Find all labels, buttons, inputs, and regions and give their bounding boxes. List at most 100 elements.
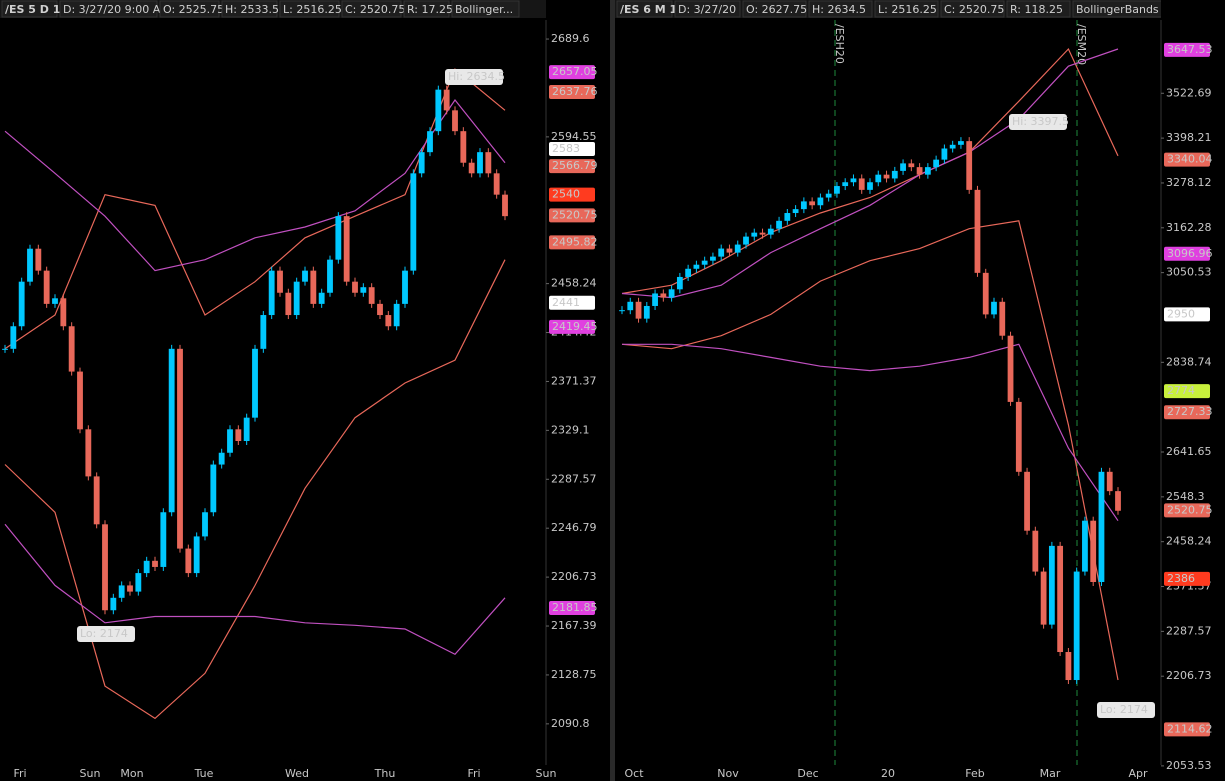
candle: [93, 476, 100, 525]
x-tick-label: Sun: [80, 767, 101, 780]
price-badge-label: 3096.96: [1167, 247, 1213, 260]
candle: [243, 417, 250, 442]
y-tick-label: 3050.53: [1166, 266, 1212, 279]
candle: [293, 281, 300, 316]
callout-lo-label: Lo: 2174: [1100, 703, 1148, 716]
candle: [834, 186, 840, 194]
candle: [726, 248, 733, 253]
y-tick-label: 2167.39: [551, 619, 597, 632]
header-cell: [403, 0, 450, 18]
y-tick-label: 3278.12: [1166, 176, 1212, 189]
price-badge-label: 2540: [552, 188, 580, 201]
candle: [908, 163, 915, 168]
header-cell: [674, 0, 741, 18]
panel-divider: [609, 0, 615, 781]
candle: [335, 216, 342, 260]
candle: [427, 131, 433, 153]
header-cell: [279, 0, 340, 18]
x-tick-label: Apr: [1128, 767, 1148, 780]
candle: [493, 173, 500, 195]
candle: [268, 270, 275, 316]
price-badge: [1164, 405, 1210, 420]
candle: [693, 264, 700, 269]
candle: [218, 452, 225, 465]
contract-label: /ESH20: [833, 24, 846, 64]
candle: [52, 298, 58, 304]
candle: [643, 305, 650, 319]
y-tick-label: 2458.24: [1166, 535, 1212, 548]
candle: [27, 248, 33, 282]
y-tick-label: 2641.65: [1166, 445, 1212, 458]
header-study: Bollinger...: [455, 3, 513, 16]
candle: [1007, 335, 1014, 402]
price-badge-label: 2495.82: [552, 235, 598, 248]
header-cell: [59, 0, 158, 18]
candle: [210, 464, 217, 513]
candle: [377, 303, 383, 316]
header-cell: [808, 0, 873, 18]
price-badge: [549, 208, 595, 223]
price-badge-label: 2520.75: [1167, 503, 1213, 516]
candle: [627, 301, 634, 311]
header-high: H: 2634.5: [812, 3, 866, 16]
price-badge-label: 2520.75: [552, 208, 598, 221]
price-badge: [549, 295, 595, 310]
candle: [825, 193, 832, 198]
price-badge-label: 2386: [1167, 572, 1195, 585]
candle: [1098, 471, 1105, 583]
y-tick-label: 2838.74: [1166, 355, 1212, 368]
header-low: L: 2516.25: [878, 3, 937, 16]
candle: [277, 270, 283, 293]
header-cell: [341, 0, 402, 18]
candle: [891, 170, 898, 179]
candle: [468, 162, 475, 174]
candle: [435, 89, 442, 132]
candle: [185, 548, 192, 574]
candle: [933, 159, 940, 168]
bollinger-band: [4, 523, 506, 656]
header-study: BollingerBands ...: [1076, 3, 1173, 16]
x-tick-label: Fri: [13, 767, 26, 780]
candle: [676, 276, 683, 290]
header-cell: [221, 0, 278, 18]
candle: [110, 597, 117, 611]
candle: [477, 152, 483, 174]
x-tick-label: Tue: [194, 767, 214, 780]
candle: [660, 293, 667, 298]
x-tick-label: Sun: [536, 767, 557, 780]
candle: [1090, 520, 1097, 583]
candle: [327, 259, 333, 293]
y-tick-label: 2329.1: [551, 423, 590, 436]
candle: [734, 244, 741, 253]
x-tick-label: Nov: [717, 767, 739, 780]
candle: [1040, 571, 1047, 625]
candle: [118, 585, 125, 598]
candle: [443, 89, 450, 111]
candle: [102, 524, 108, 611]
candle: [958, 141, 964, 145]
candle: [1032, 530, 1039, 572]
y-tick-label: 2548.3: [1166, 490, 1205, 503]
candle: [867, 182, 873, 190]
candle: [485, 152, 492, 174]
candle: [685, 268, 692, 277]
price-badge: [549, 142, 595, 157]
header-close: C: 2520.75: [944, 3, 1004, 16]
y-tick-label: 2246.79: [551, 521, 597, 534]
callout-box: [77, 626, 135, 642]
price-badge: [1164, 42, 1210, 57]
candle: [318, 292, 325, 304]
candle: [718, 248, 725, 257]
candle: [193, 536, 200, 574]
y-tick-label: 2128.75: [551, 668, 597, 681]
header-cell: [940, 0, 1005, 18]
candle: [127, 585, 133, 592]
header-high: H: 2533.5: [225, 3, 279, 16]
header-close: C: 2520.75: [345, 3, 405, 16]
price-badge-label: 2637.76: [552, 85, 598, 98]
header-cell: [874, 0, 939, 18]
x-tick-label: Dec: [797, 767, 818, 780]
candle: [776, 220, 782, 229]
candle: [343, 216, 350, 282]
candle: [418, 152, 425, 174]
